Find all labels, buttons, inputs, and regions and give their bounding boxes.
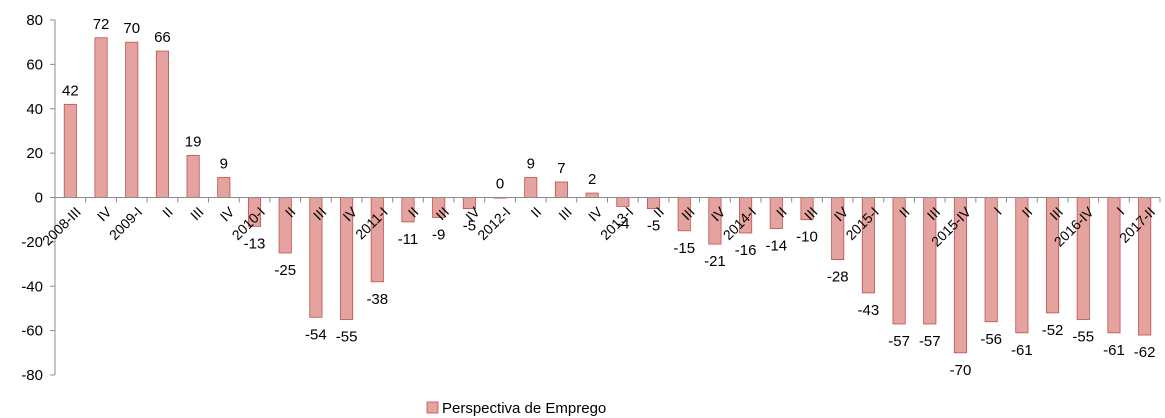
data-label: -61 <box>1011 342 1033 359</box>
data-label: -70 <box>950 362 972 379</box>
y-tick-label: -20 <box>21 234 43 251</box>
data-label: 0 <box>496 176 504 193</box>
y-tick-label: 20 <box>26 145 43 162</box>
bar <box>94 37 108 198</box>
data-label: -25 <box>274 262 296 279</box>
data-label: 70 <box>123 20 140 37</box>
data-label: 66 <box>154 29 171 46</box>
data-label: 7 <box>557 160 565 177</box>
data-label: 2 <box>588 171 596 188</box>
data-label: -16 <box>735 242 757 259</box>
data-label: -61 <box>1103 342 1125 359</box>
x-tick-label: III <box>187 204 207 224</box>
data-label: -11 <box>398 231 419 248</box>
data-label: 19 <box>185 133 202 150</box>
x-tick-label: IV <box>94 203 115 224</box>
data-label: -10 <box>796 229 818 246</box>
bar <box>63 103 77 198</box>
legend-label: Perspectiva de Emprego <box>442 400 606 417</box>
data-label: -15 <box>673 240 695 257</box>
y-axis: -80 -60 -40 -20 0 20 40 60 80 <box>21 12 56 384</box>
y-tick-label: -40 <box>21 278 43 295</box>
x-tick-label: III <box>555 204 575 224</box>
data-label: -57 <box>919 333 941 350</box>
data-label: -38 <box>366 291 388 308</box>
bar <box>524 177 538 198</box>
data-label: -52 <box>1042 322 1064 339</box>
x-tick-label: 2008-III <box>39 204 84 249</box>
data-label: -5 <box>463 218 476 235</box>
data-label: -28 <box>827 269 849 286</box>
x-tick-label: II <box>527 204 544 221</box>
y-tick-label: 60 <box>26 56 43 73</box>
bars <box>63 37 1152 354</box>
data-label: 9 <box>527 156 535 173</box>
x-tick-label: 2013-I <box>597 204 636 243</box>
legend: Perspectiva de Emprego <box>426 400 606 417</box>
data-label: -54 <box>305 326 327 343</box>
bar <box>186 154 200 198</box>
legend-swatch <box>426 401 439 414</box>
data-label: -43 <box>858 302 880 319</box>
bar <box>554 181 568 198</box>
x-tick-label: 2009-I <box>106 204 145 243</box>
x-tick-label: 2012-I <box>474 204 513 243</box>
x-tick-label: II <box>159 204 176 221</box>
bar <box>125 41 139 198</box>
data-label: -9 <box>432 226 445 243</box>
bar <box>984 197 998 323</box>
data-label: -13 <box>244 235 266 252</box>
bar <box>217 177 231 198</box>
data-label: -56 <box>980 331 1002 348</box>
bar <box>1107 197 1121 334</box>
data-label: -21 <box>704 253 726 270</box>
data-label: 42 <box>62 82 79 99</box>
bar <box>155 50 169 198</box>
data-label: -62 <box>1134 344 1156 361</box>
bar <box>585 192 599 198</box>
y-tick-label: 80 <box>26 12 43 29</box>
x-tick-label: IV <box>585 203 606 224</box>
data-label: -5 <box>647 218 660 235</box>
y-tick-label: 40 <box>26 101 43 118</box>
y-tick-label: 0 <box>35 190 43 207</box>
data-label: -55 <box>1072 329 1094 346</box>
data-label: 9 <box>220 156 228 173</box>
x-tick-label: IV <box>217 203 238 224</box>
y-tick-label: -80 <box>21 367 43 384</box>
data-label: -55 <box>336 329 358 346</box>
data-label: -4 <box>616 215 629 232</box>
data-label: -57 <box>888 333 910 350</box>
data-label: -14 <box>765 238 787 255</box>
y-tick-label: -60 <box>21 323 43 340</box>
data-label: 72 <box>93 16 110 33</box>
